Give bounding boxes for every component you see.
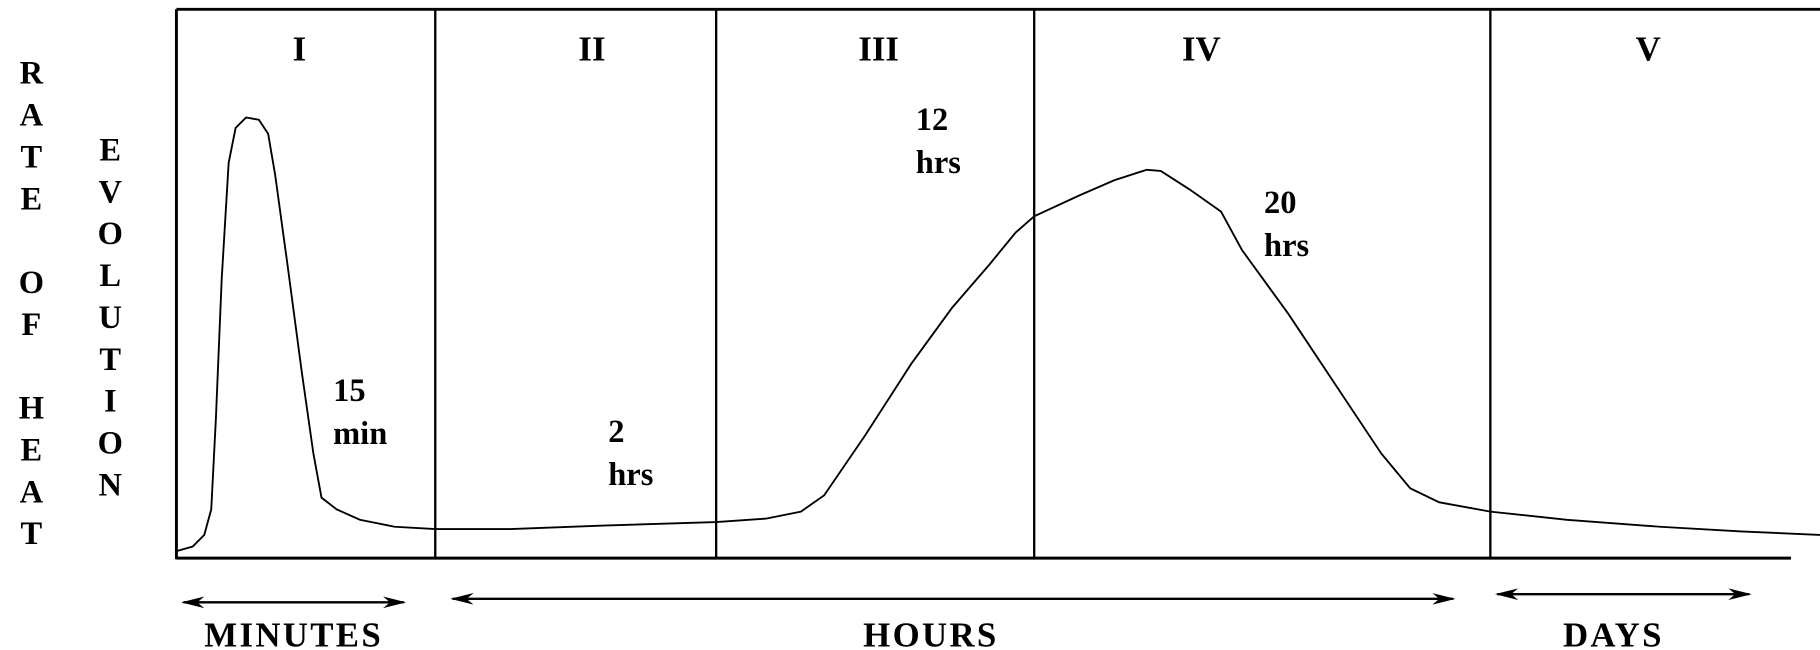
annotation-value: 20 [1264,185,1296,221]
annotation-value: 12 [916,102,948,138]
annotation-value: 2 [608,414,624,450]
annotation-unit: min [333,416,387,452]
stage-label: I [293,29,307,68]
heat-curve [176,116,1820,553]
stage-label: IV [1182,29,1221,68]
time-scale-label: HOURS [863,615,998,650]
stage-label: III [858,29,899,68]
stage-label: V [1636,29,1661,68]
time-scale-label: DAYS [1563,615,1664,650]
annotation-unit: hrs [916,145,961,181]
annotation-value: 15 [333,373,365,409]
stage-label: II [578,29,605,68]
annotation-unit: hrs [608,457,653,493]
annotation-unit: hrs [1264,228,1309,264]
time-scale-label: MINUTES [204,615,383,650]
